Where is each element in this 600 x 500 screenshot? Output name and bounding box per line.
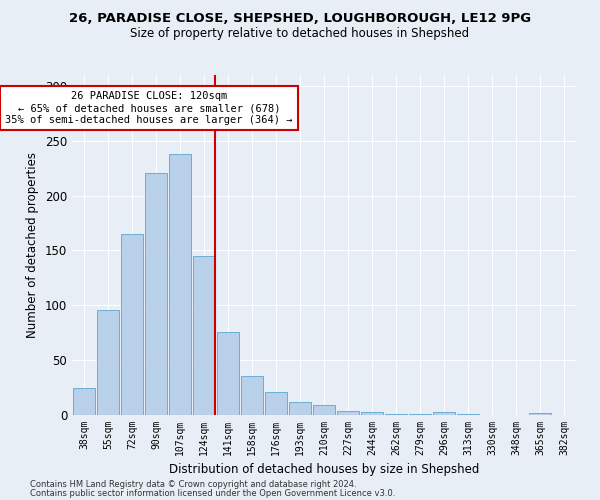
Text: 26 PARADISE CLOSE: 120sqm
← 65% of detached houses are smaller (678)
35% of semi: 26 PARADISE CLOSE: 120sqm ← 65% of detac… (5, 92, 293, 124)
Bar (313, 405, 335, 415)
Text: 26, PARADISE CLOSE, SHEPSHED, LOUGHBOROUGH, LE12 9PG: 26, PARADISE CLOSE, SHEPSHED, LOUGHBOROU… (69, 12, 531, 26)
Bar (289, 402, 311, 415)
Bar (265, 392, 287, 415)
Bar (241, 376, 263, 415)
Bar (361, 412, 383, 415)
Y-axis label: Number of detached properties: Number of detached properties (26, 152, 40, 338)
Bar (97, 310, 119, 415)
Text: Size of property relative to detached houses in Shepshed: Size of property relative to detached ho… (130, 28, 470, 40)
Bar (145, 172, 167, 415)
Bar (73, 388, 95, 415)
Bar (433, 412, 455, 415)
Bar (529, 413, 551, 415)
Text: Contains public sector information licensed under the Open Government Licence v3: Contains public sector information licen… (30, 488, 395, 498)
Text: Contains HM Land Registry data © Crown copyright and database right 2024.: Contains HM Land Registry data © Crown c… (30, 480, 356, 489)
X-axis label: Distribution of detached houses by size in Shepshed: Distribution of detached houses by size … (169, 464, 479, 476)
Bar (409, 414, 431, 415)
Bar (121, 234, 143, 415)
Bar (193, 256, 215, 415)
Bar (385, 414, 407, 415)
Bar (217, 332, 239, 415)
Bar (457, 414, 479, 415)
Bar (337, 410, 359, 415)
Bar (169, 154, 191, 415)
